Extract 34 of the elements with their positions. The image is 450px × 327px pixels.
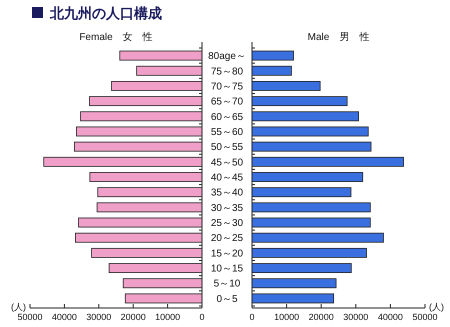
x-tick-label: 30000	[343, 312, 368, 322]
y-tick-label: 45～50	[210, 157, 244, 168]
x-tick-label: 10000	[155, 312, 180, 322]
x-tick-label: 50000	[412, 312, 438, 322]
y-tick-label: 15～20	[210, 248, 244, 260]
y-tick-label: 0～5	[216, 294, 238, 305]
series-label: Male 男 性	[308, 31, 370, 43]
x-tick-label: 0	[199, 312, 205, 322]
chart-title: 北九州の人口構成	[49, 5, 162, 21]
y-tick-label: 10～15	[210, 264, 244, 275]
x-tick-label: 20000	[308, 312, 334, 322]
y-tick-label: 5～10	[214, 278, 241, 290]
y-tick-label: 65～70	[210, 96, 244, 108]
y-tick-label: 30～35	[210, 202, 244, 214]
x-tick-label: 10000	[274, 312, 300, 322]
y-tick-label: 55～60	[210, 126, 244, 138]
series-label: Female 女 性	[79, 31, 153, 43]
y-tick-label: 70～75	[210, 81, 244, 92]
x-tick-label: 40000	[378, 312, 403, 322]
x-tick-label: 50000	[17, 312, 43, 322]
x-tick-label: 0	[249, 312, 255, 322]
y-tick-label: 35～40	[210, 188, 244, 199]
y-tick-label: 80age～	[208, 51, 246, 62]
y-tick-label: 75～80	[210, 66, 244, 78]
y-tick-label: 40～45	[210, 172, 244, 184]
x-tick-label: 20000	[120, 312, 146, 322]
x-axis-title: (人)	[11, 302, 26, 312]
x-axis-title: (人)	[429, 302, 444, 312]
y-tick-label: 20～25	[210, 233, 244, 244]
y-tick-label: 60～65	[210, 112, 244, 123]
y-tick-label: 50～55	[210, 142, 244, 154]
x-tick-label: 40000	[52, 312, 77, 322]
x-tick-label: 30000	[86, 312, 112, 322]
y-tick-label: 25～30	[210, 218, 244, 230]
